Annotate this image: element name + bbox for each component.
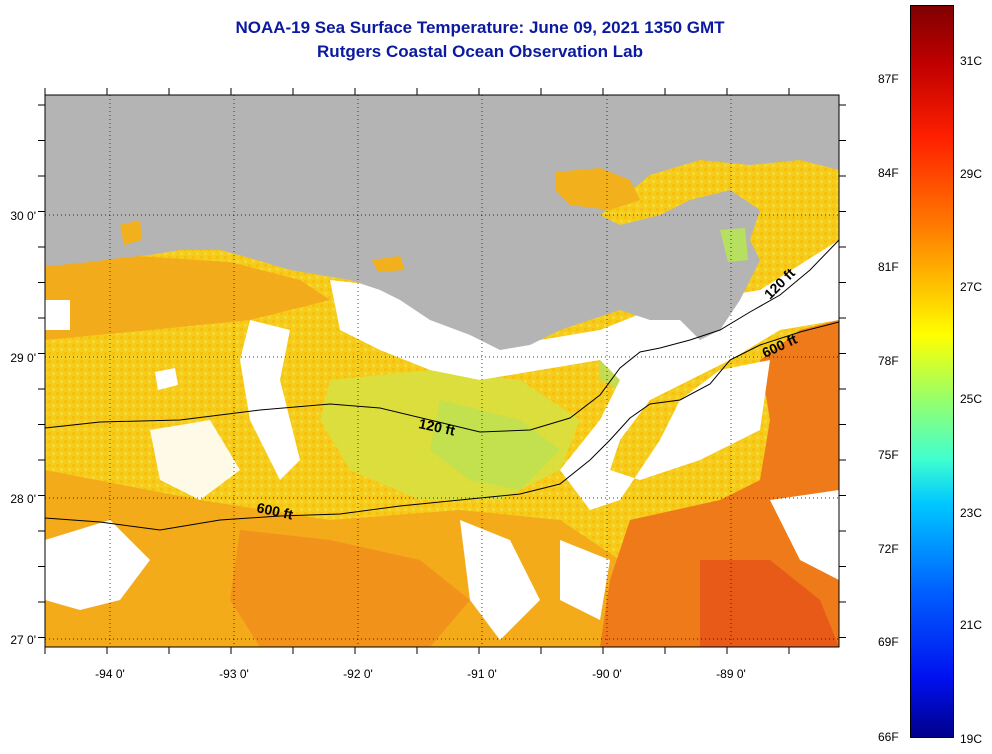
latitude-label: 30 0' bbox=[10, 209, 36, 223]
longitude-label: -94 0' bbox=[95, 667, 125, 681]
warm-region bbox=[45, 255, 330, 340]
land-mass bbox=[45, 95, 839, 350]
cool-region bbox=[430, 400, 560, 490]
longitude-label: -90 0' bbox=[592, 667, 622, 681]
cloud-region bbox=[150, 420, 240, 500]
contour-600ft bbox=[45, 321, 839, 531]
celsius-label: 25C bbox=[960, 392, 983, 406]
celsius-label: 31C bbox=[960, 54, 983, 68]
longitude-label: -91 0' bbox=[467, 667, 497, 681]
celsius-label: 23C bbox=[960, 506, 983, 520]
bay-region bbox=[372, 256, 405, 272]
warm-region bbox=[600, 320, 839, 647]
longitude-label: -93 0' bbox=[219, 667, 249, 681]
celsius-label: 19C bbox=[960, 732, 983, 746]
cloud-region bbox=[240, 320, 300, 480]
graticule bbox=[45, 95, 839, 647]
map-frame-content bbox=[45, 95, 839, 647]
cloud-region bbox=[45, 300, 70, 330]
cloud-region bbox=[45, 520, 150, 610]
latitude-label: 28 0' bbox=[10, 492, 36, 506]
depth-contours bbox=[45, 239, 839, 531]
bay-region bbox=[720, 228, 748, 262]
cloud-region bbox=[155, 368, 178, 390]
contour-120ft bbox=[45, 239, 839, 433]
contour-label: 120 ft bbox=[417, 415, 456, 438]
fahrenheit-label: 84F bbox=[878, 166, 899, 180]
fahrenheit-label: 78F bbox=[878, 354, 899, 368]
longitude-label: -92 0' bbox=[343, 667, 373, 681]
celsius-label: 27C bbox=[960, 280, 983, 294]
latitude-label: 27 0' bbox=[10, 633, 36, 647]
map-subtitle: Rutgers Coastal Ocean Observation Lab bbox=[317, 42, 643, 61]
warm-region bbox=[230, 530, 470, 647]
fahrenheit-label: 69F bbox=[878, 635, 899, 649]
lake-pontchartrain bbox=[555, 168, 640, 210]
celsius-label: 29C bbox=[960, 167, 983, 181]
cloud-region bbox=[460, 520, 540, 640]
cloud-region bbox=[560, 540, 610, 620]
latitude-label: 29 0' bbox=[10, 351, 36, 365]
tick-marks bbox=[38, 88, 846, 654]
warm-region bbox=[700, 560, 839, 647]
contour-label: 600 ft bbox=[255, 499, 294, 522]
map-border bbox=[44, 94, 840, 648]
fahrenheit-label: 75F bbox=[878, 448, 899, 462]
fahrenheit-label: 87F bbox=[878, 72, 899, 86]
map-title: NOAA-19 Sea Surface Temperature: June 09… bbox=[235, 18, 725, 37]
fahrenheit-label: 81F bbox=[878, 260, 899, 274]
cloud-region bbox=[770, 490, 839, 580]
x-axis-labels: -94 0' -93 0' -92 0' -91 0' -90 0' -89 0' bbox=[95, 667, 746, 681]
fahrenheit-label: 72F bbox=[878, 542, 899, 556]
bay-region bbox=[120, 220, 142, 245]
y-axis-labels: 30 0' 29 0' 28 0' 27 0' bbox=[10, 209, 36, 647]
temperature-colorbar bbox=[910, 5, 954, 738]
longitude-label: -89 0' bbox=[716, 667, 746, 681]
fahrenheit-label: 66F bbox=[878, 730, 899, 744]
celsius-label: 21C bbox=[960, 618, 983, 632]
